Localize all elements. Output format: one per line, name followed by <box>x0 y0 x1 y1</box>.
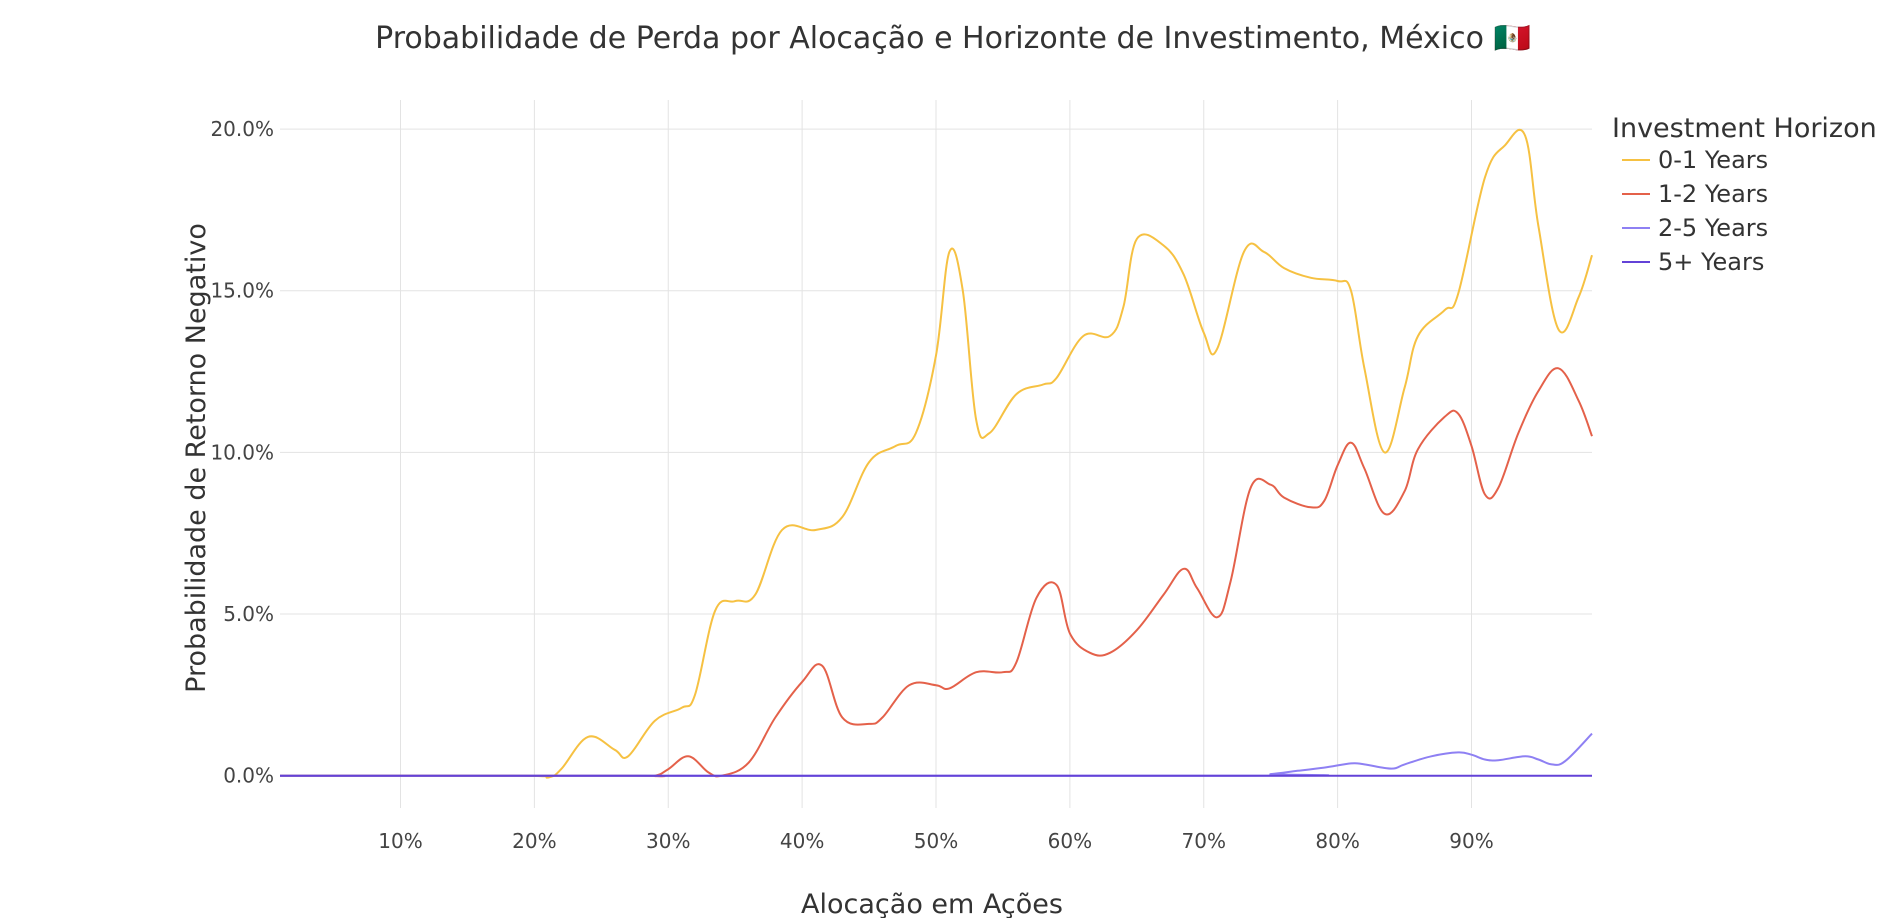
series-line-1-2-years <box>279 367 1593 778</box>
y-tick-label: 15.0% <box>210 279 274 303</box>
x-tick-label: 20% <box>512 829 556 853</box>
x-tick-label: 50% <box>914 829 958 853</box>
x-tick-label: 30% <box>646 829 690 853</box>
gridlines <box>280 100 1592 808</box>
legend-title: Investment Horizon <box>1612 113 1877 144</box>
legend-entry-5-years: 5+ Years <box>1658 248 1764 276</box>
legend-entry-0-1-years: 0-1 Years <box>1658 146 1768 174</box>
y-tick-label: 5.0% <box>223 602 274 626</box>
series-line-0-1-years <box>279 128 1593 779</box>
plot-area <box>279 128 1593 779</box>
chart-title: Probabilidade de Perda por Alocação e Ho… <box>375 21 1531 56</box>
x-tick-label: 90% <box>1449 829 1493 853</box>
y-tick-label: 20.0% <box>210 117 274 141</box>
legend-entry-1-2-years: 1-2 Years <box>1658 180 1768 208</box>
y-tick-label: 10.0% <box>210 440 274 464</box>
x-tick-label: 80% <box>1315 829 1359 853</box>
x-axis-ticks: 10% 20% 30% 40% 50% 60% 70% 80% 90% <box>378 829 1493 853</box>
legend: Investment Horizon 0-1 Years 1-2 Years 2-5… <box>1612 113 1877 276</box>
y-axis-ticks: 0.0% 5.0% 10.0% 15.0% 20.0% <box>210 117 274 788</box>
y-tick-label: 0.0% <box>223 764 274 788</box>
x-tick-label: 10% <box>378 829 422 853</box>
x-tick-label: 70% <box>1182 829 1226 853</box>
x-tick-label: 60% <box>1048 829 1092 853</box>
x-axis-label: Alocação em Ações <box>801 889 1063 918</box>
legend-entry-2-5-years: 2-5 Years <box>1658 214 1768 242</box>
y-axis-label: Probabilidade de Retorno Negativo <box>181 223 212 693</box>
x-tick-label: 40% <box>780 829 824 853</box>
